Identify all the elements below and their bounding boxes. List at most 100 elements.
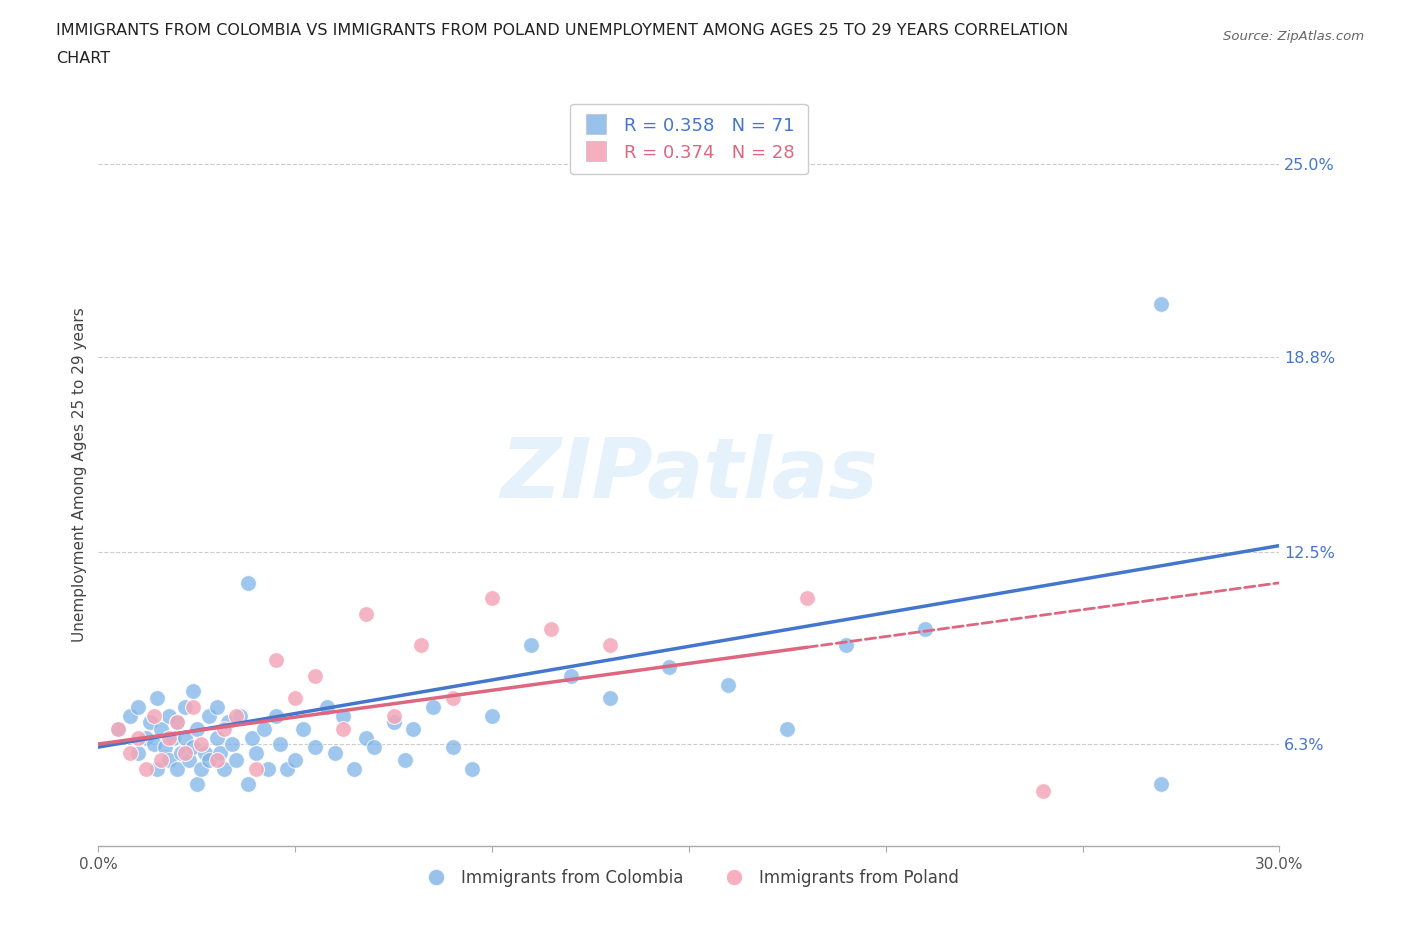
Point xyxy=(914,622,936,637)
Point xyxy=(205,752,228,767)
Point xyxy=(174,746,197,761)
Point xyxy=(1150,777,1173,791)
Point xyxy=(174,730,197,745)
Point xyxy=(221,737,243,751)
Point xyxy=(181,739,204,754)
Point xyxy=(776,721,799,736)
Point xyxy=(135,730,157,745)
Point xyxy=(394,752,416,767)
Point xyxy=(181,684,204,698)
Text: IMMIGRANTS FROM COLOMBIA VS IMMIGRANTS FROM POLAND UNEMPLOYMENT AMONG AGES 25 TO: IMMIGRANTS FROM COLOMBIA VS IMMIGRANTS F… xyxy=(56,23,1069,38)
Point xyxy=(197,709,219,724)
Point xyxy=(264,653,287,668)
Point xyxy=(245,762,267,777)
Point xyxy=(214,721,236,736)
Point xyxy=(382,709,405,724)
Point xyxy=(1032,783,1054,798)
Text: Source: ZipAtlas.com: Source: ZipAtlas.com xyxy=(1223,30,1364,43)
Point xyxy=(190,762,212,777)
Point xyxy=(560,669,582,684)
Point xyxy=(138,715,160,730)
Point xyxy=(332,709,354,724)
Point xyxy=(127,746,149,761)
Point xyxy=(107,721,129,736)
Point xyxy=(236,576,259,591)
Point xyxy=(304,669,326,684)
Point xyxy=(225,752,247,767)
Point xyxy=(276,762,298,777)
Point xyxy=(146,690,169,705)
Point xyxy=(118,746,141,761)
Text: CHART: CHART xyxy=(56,51,110,66)
Point xyxy=(166,715,188,730)
Point xyxy=(284,690,307,705)
Point xyxy=(304,739,326,754)
Point xyxy=(717,678,740,693)
Point xyxy=(343,762,366,777)
Point xyxy=(205,730,228,745)
Point xyxy=(174,699,197,714)
Point xyxy=(229,709,252,724)
Point xyxy=(217,715,239,730)
Point xyxy=(181,699,204,714)
Legend: Immigrants from Colombia, Immigrants from Poland: Immigrants from Colombia, Immigrants fro… xyxy=(413,862,965,894)
Point xyxy=(205,699,228,714)
Point xyxy=(194,746,217,761)
Point xyxy=(186,721,208,736)
Point xyxy=(166,762,188,777)
Point xyxy=(422,699,444,714)
Point xyxy=(315,699,337,714)
Point xyxy=(332,721,354,736)
Text: ZIPatlas: ZIPatlas xyxy=(501,433,877,515)
Point xyxy=(127,699,149,714)
Point xyxy=(214,762,236,777)
Point xyxy=(402,721,425,736)
Point xyxy=(170,746,193,761)
Point xyxy=(142,709,165,724)
Point xyxy=(323,746,346,761)
Point xyxy=(253,721,276,736)
Point xyxy=(520,637,543,652)
Point xyxy=(292,721,315,736)
Point xyxy=(354,730,377,745)
Point xyxy=(461,762,484,777)
Point xyxy=(107,721,129,736)
Point xyxy=(236,777,259,791)
Point xyxy=(157,709,180,724)
Point xyxy=(127,730,149,745)
Point xyxy=(155,739,177,754)
Point xyxy=(162,730,184,745)
Point xyxy=(186,777,208,791)
Point xyxy=(269,737,291,751)
Point xyxy=(382,715,405,730)
Point xyxy=(599,690,621,705)
Point xyxy=(363,739,385,754)
Point xyxy=(166,715,188,730)
Point xyxy=(658,659,681,674)
Point xyxy=(142,737,165,751)
Point xyxy=(835,637,858,652)
Point xyxy=(256,762,278,777)
Point xyxy=(441,739,464,754)
Point xyxy=(284,752,307,767)
Point xyxy=(354,606,377,621)
Point xyxy=(157,752,180,767)
Point xyxy=(441,690,464,705)
Point xyxy=(146,762,169,777)
Point xyxy=(796,591,818,605)
Point xyxy=(209,746,232,761)
Point xyxy=(118,709,141,724)
Point xyxy=(190,737,212,751)
Point xyxy=(411,637,433,652)
Point xyxy=(264,709,287,724)
Point xyxy=(150,752,173,767)
Point xyxy=(540,622,562,637)
Y-axis label: Unemployment Among Ages 25 to 29 years: Unemployment Among Ages 25 to 29 years xyxy=(72,307,87,642)
Point xyxy=(1150,297,1173,312)
Point xyxy=(135,762,157,777)
Point xyxy=(197,752,219,767)
Point xyxy=(177,752,200,767)
Point xyxy=(599,637,621,652)
Point xyxy=(481,709,503,724)
Point xyxy=(481,591,503,605)
